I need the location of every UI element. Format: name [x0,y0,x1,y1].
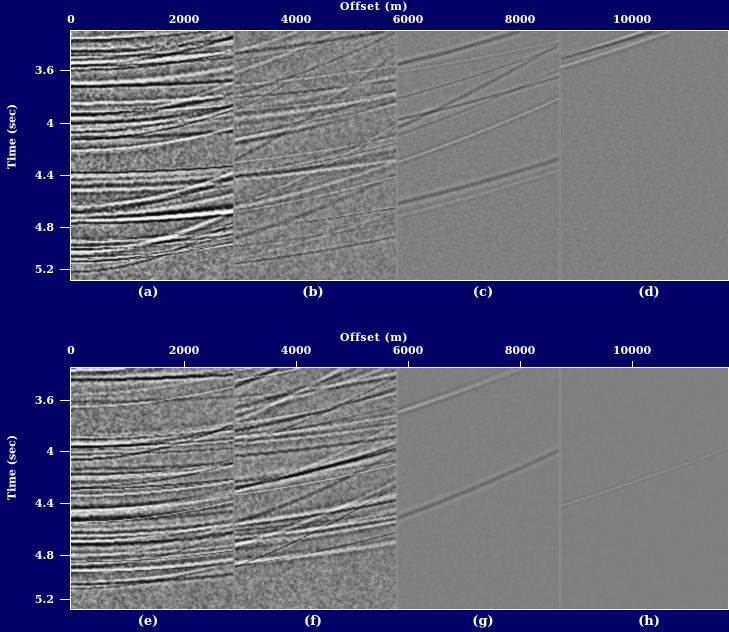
panel-label-g: (g) [472,614,494,629]
x-tick-labels-bottom: 0 2000 4000 6000 8000 10000 [0,344,729,358]
x-tick-mark [296,361,297,367]
x-tick-label: 2000 [168,344,200,357]
panel-labels-bottom: (e) (f) (g) (h) [0,614,729,632]
y-tick-label: 3.6 [34,64,54,77]
x-axis-title-top: Offset (m) [339,0,409,13]
y-tick-label: 3.6 [34,394,54,407]
y-tick-mark [60,503,70,504]
y-tick-mark [60,175,70,176]
y-tick-mark [60,599,70,600]
x-tick-label: 10000 [612,344,652,357]
panel-label-b: (b) [302,285,324,300]
x-tick-label: 8000 [504,13,536,26]
x-tick-label: 10000 [612,13,652,26]
x-tick-label: 6000 [392,344,424,357]
seismic-plot-top[interactable] [70,30,729,281]
seismic-canvas-top[interactable] [71,31,728,280]
x-tick-mark [520,361,521,367]
y-tick-label: 5.2 [34,263,54,276]
y-tick-mark [60,227,70,228]
x-tick-label: 4000 [280,13,312,26]
y-tick-mark [60,269,70,270]
x-tick-labels-top: 0 2000 4000 6000 8000 10000 [0,13,729,27]
x-tick-label: 0 [67,344,75,357]
y-tick-mark [60,555,70,556]
x-tick-label: 2000 [168,13,200,26]
y-tick-labels-bottom: 3.6 4 4.4 4.8 5.2 [0,331,70,632]
panel-labels-top: (a) (b) (c) (d) [0,285,729,303]
seismic-canvas-bottom[interactable] [71,368,728,609]
row-top: Offset (m) 0 2000 4000 6000 8000 10000 T… [0,0,729,316]
x-tick-mark [184,361,185,367]
y-tick-mark [60,400,70,401]
y-tick-label: 4.8 [34,221,54,234]
panel-label-a: (a) [137,285,159,300]
x-tick-label: 6000 [392,13,424,26]
y-tick-label: 4.4 [34,169,54,182]
x-tick-mark [408,361,409,367]
panel-label-e: (e) [137,614,159,629]
panel-label-f: (f) [304,614,322,629]
panel-label-h: (h) [638,614,660,629]
x-axis-title-bottom: Offset (m) [339,331,409,344]
y-tick-label: 4.4 [34,497,54,510]
y-tick-label: 4.8 [34,549,54,562]
panel-label-d: (d) [638,285,660,300]
row-bottom: Offset (m) 0 2000 4000 6000 8000 10000 T… [0,331,729,632]
y-tick-mark [60,123,70,124]
x-tick-label: 0 [67,13,75,26]
seismic-plot-bottom[interactable] [70,367,729,610]
y-tick-labels-top: 3.6 4 4.4 4.8 5.2 [0,0,70,316]
y-tick-mark [60,451,70,452]
panel-label-c: (c) [472,285,494,300]
y-tick-mark [60,70,70,71]
x-tick-label: 8000 [504,344,536,357]
x-tick-label: 4000 [280,344,312,357]
x-tick-mark [632,361,633,367]
y-tick-label: 4 [46,117,54,130]
y-tick-label: 4 [46,445,54,458]
y-tick-label: 5.2 [34,593,54,606]
